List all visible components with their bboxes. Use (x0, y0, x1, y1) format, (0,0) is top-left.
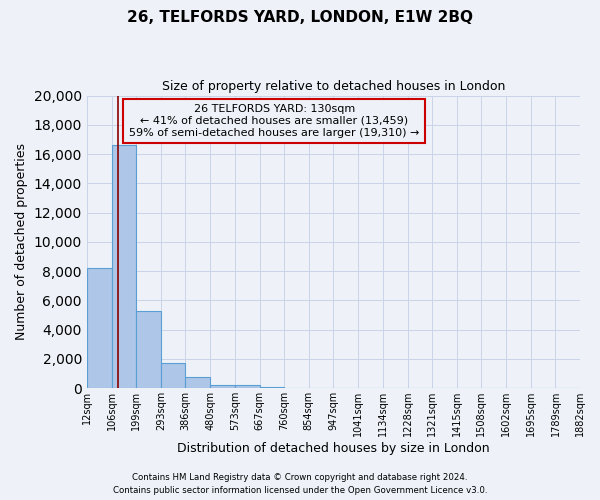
Bar (185, 377, 210, 388)
Bar (112, 146, 136, 388)
Text: 26 TELFORDS YARD: 130sqm
← 41% of detached houses are smaller (13,459)
59% of se: 26 TELFORDS YARD: 130sqm ← 41% of detach… (129, 104, 419, 138)
Title: Size of property relative to detached houses in London: Size of property relative to detached ho… (162, 80, 505, 93)
Bar (161, 362, 185, 388)
Text: Contains HM Land Registry data © Crown copyright and database right 2024.
Contai: Contains HM Land Registry data © Crown c… (113, 474, 487, 495)
Bar (136, 310, 161, 388)
Y-axis label: Number of detached properties: Number of detached properties (15, 144, 28, 340)
Bar (210, 384, 235, 388)
X-axis label: Distribution of detached houses by size in London: Distribution of detached houses by size … (177, 442, 490, 455)
Bar (87, 268, 112, 388)
Bar (260, 386, 284, 388)
Text: 26, TELFORDS YARD, LONDON, E1W 2BQ: 26, TELFORDS YARD, LONDON, E1W 2BQ (127, 10, 473, 25)
Bar (235, 385, 260, 388)
